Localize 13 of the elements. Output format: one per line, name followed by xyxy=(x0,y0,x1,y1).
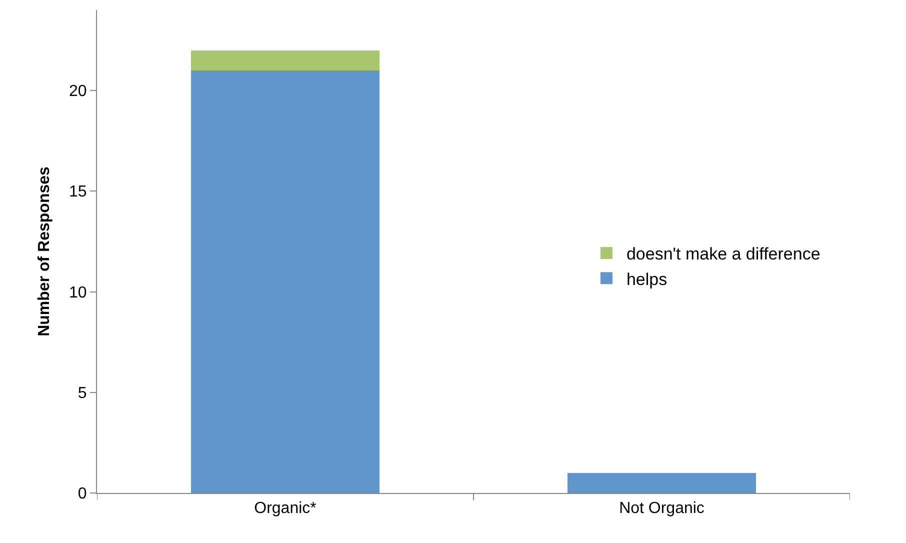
y-tick-label: 15 xyxy=(69,184,87,201)
y-axis-title: Number of Responses xyxy=(36,166,53,336)
x-tick-label: Organic* xyxy=(254,500,316,518)
legend-label: helps xyxy=(626,270,668,289)
x-tick-label: Not Organic xyxy=(619,500,704,518)
bar xyxy=(191,50,380,70)
y-tick-label: 20 xyxy=(69,83,87,100)
bar xyxy=(191,70,380,493)
y-tick-label: 0 xyxy=(78,486,87,503)
bar xyxy=(568,472,756,493)
y-tick-label: 10 xyxy=(69,284,87,302)
legend-label: doesn't make a difference xyxy=(626,244,820,264)
y-tick-label: 5 xyxy=(78,384,87,402)
